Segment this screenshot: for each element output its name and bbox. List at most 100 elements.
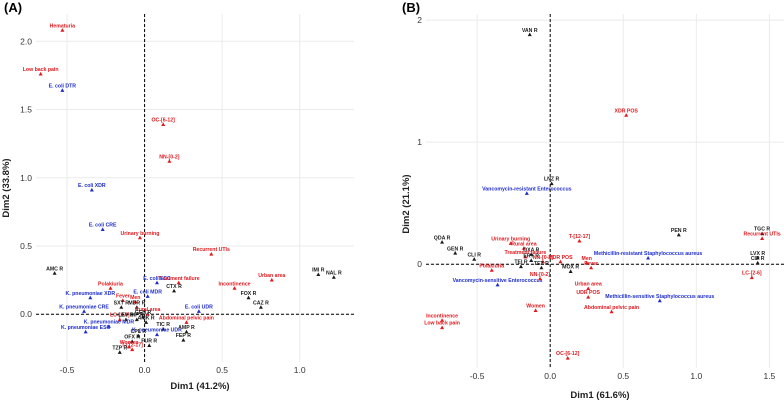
data-point-label: UDR POS <box>576 290 600 296</box>
panel-b-plot: -0.5 0.0 0.5 1.0 1.5 0 1 2 VAN R XDR POS LNZ R Vanc… <box>417 14 784 381</box>
data-point-label: E. coli MDR <box>133 289 162 295</box>
x-tick-label: 0.5 <box>617 371 629 381</box>
data-point-label: LC-[2-6] <box>742 271 762 277</box>
data-point-label: PEN R <box>671 228 687 234</box>
data-point-label: FEP R <box>176 333 191 339</box>
data-point-label: E. coli UDR <box>185 305 213 311</box>
data-point-label: NN-[0-2] <box>530 272 550 278</box>
data-point-marker <box>539 265 544 270</box>
data-point-marker <box>521 246 526 250</box>
data-point-marker <box>440 318 445 322</box>
data-point-label: TIC R <box>156 322 170 328</box>
data-point-marker <box>83 329 88 334</box>
data-point-label: Recurrent UTIs <box>193 247 230 253</box>
y-tick-label: 0.0 <box>20 309 32 319</box>
data-point-label: Abdominal pelvic pain <box>584 305 639 311</box>
data-point-marker <box>586 286 591 291</box>
data-point-marker <box>529 258 534 262</box>
data-point-marker <box>577 238 582 243</box>
panel-a-x-axis-title: Dim1 (41.2%) <box>170 381 229 392</box>
data-point-label: NN-[0-2] <box>159 154 179 160</box>
data-point-label: MOX R <box>562 265 579 271</box>
data-point-marker <box>495 282 500 287</box>
data-point-marker <box>123 317 128 322</box>
data-point-label: Women <box>120 340 139 346</box>
data-point-marker <box>196 309 201 313</box>
y-tick-label: 0 <box>417 259 422 269</box>
data-point-marker <box>676 232 681 237</box>
data-point-marker <box>82 309 87 313</box>
data-point-marker <box>154 332 159 337</box>
data-point-label: Rural area <box>511 241 536 247</box>
data-point-label: T-[12-17] <box>122 343 144 349</box>
x-tick-label: 0.0 <box>544 371 556 381</box>
data-point-marker <box>117 350 122 354</box>
x-tick-label: -0.5 <box>470 371 485 381</box>
y-tick-label: 1.0 <box>20 173 32 183</box>
panel-a-plot: -0.5 0.0 0.5 1.0 0.0 0.5 1.0 1.5 2.0 Hematuria Low… <box>20 14 354 375</box>
data-point-label: AMK R <box>138 315 155 321</box>
data-point-label: CIP R <box>751 256 765 262</box>
data-point-label: OC-[6-12] <box>556 351 580 357</box>
data-point-label: ERY R <box>523 254 539 260</box>
data-point-marker <box>586 295 591 299</box>
data-point-marker <box>523 254 528 259</box>
data-point-label: Treatment failure <box>504 250 546 256</box>
data-point-label: CAZ R <box>253 300 269 306</box>
data-point-label: Fever <box>116 294 130 300</box>
data-point-marker <box>527 32 532 37</box>
panel-a-label: (A) <box>4 0 22 15</box>
data-point-label: MDR POS <box>548 255 573 261</box>
data-point-marker <box>120 298 125 302</box>
data-point-marker <box>540 259 545 264</box>
data-point-label: SXT R <box>114 300 130 306</box>
data-point-marker <box>167 159 172 163</box>
data-point-marker <box>144 320 149 324</box>
data-point-marker <box>331 275 336 279</box>
data-point-marker <box>134 317 139 322</box>
data-point-marker <box>119 305 124 309</box>
data-point-marker <box>117 317 122 322</box>
data-point-marker <box>316 272 321 277</box>
data-point-marker <box>565 356 570 360</box>
data-point-label: K. pneumoniae XDR <box>66 291 116 297</box>
data-point-label: XDR POS <box>615 108 639 114</box>
data-point-label: Recurrent UTIs <box>743 232 780 238</box>
data-point-label: Rural area <box>135 307 160 313</box>
data-point-marker <box>100 227 105 232</box>
data-point-label: Hematuria <box>50 23 75 29</box>
data-point-label: FUR R <box>141 339 157 345</box>
data-point-label: K. pneumoniae UDR <box>132 328 182 334</box>
data-point-label: CPL R <box>131 329 147 335</box>
data-point-label: NN-[0-2] <box>533 255 553 261</box>
data-point-marker <box>147 343 152 348</box>
data-point-marker <box>524 191 529 195</box>
data-point-label: Urban area <box>258 273 285 279</box>
data-point-label: MDR R <box>128 300 145 306</box>
data-point-label: TGC R <box>754 227 770 233</box>
data-point-marker <box>108 286 113 290</box>
data-point-marker <box>184 320 189 324</box>
data-point-marker <box>440 325 445 330</box>
data-point-marker <box>246 295 251 300</box>
data-point-label: CTX R <box>166 284 182 290</box>
data-point-marker <box>130 347 135 352</box>
data-point-label: Treatment failure <box>158 276 200 282</box>
data-point-marker <box>52 271 57 275</box>
data-point-label: NAL R <box>326 270 342 276</box>
data-point-marker <box>232 286 237 290</box>
data-point-label: GEN R <box>447 246 464 252</box>
data-point-label: E. coli ESC <box>143 276 171 282</box>
data-point-label: Polakiuria <box>479 263 504 269</box>
data-point-marker <box>176 280 181 285</box>
data-point-marker <box>88 295 93 300</box>
data-point-label: CLI R <box>467 252 481 258</box>
data-point-marker <box>133 299 138 304</box>
data-point-label: Polakiuria <box>98 281 123 287</box>
data-point-label: Abdominal pelvic pain <box>159 315 214 321</box>
data-point-marker <box>749 275 754 280</box>
data-point-marker <box>209 251 214 256</box>
data-point-marker <box>760 231 765 236</box>
data-point-marker <box>154 280 159 285</box>
data-point-marker <box>130 339 135 343</box>
